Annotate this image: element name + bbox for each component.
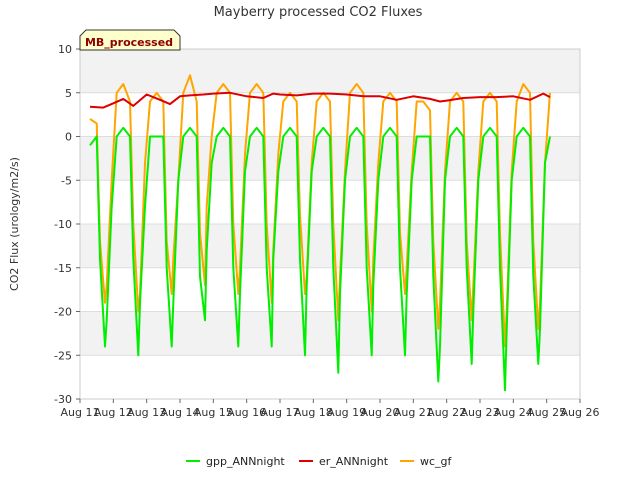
y-axis-ticks: 10 5 0 -5 -10 -15 -20 -25 -30 [54,43,80,406]
x-tick-label: Aug 11 [61,406,100,419]
x-tick-label: Aug 22 [427,406,466,419]
x-tick-label: Aug 13 [127,406,166,419]
grid-band [80,224,580,268]
y-tick-label: -25 [54,349,72,362]
x-tick-label: Aug 19 [327,406,366,419]
series-line-wc_gf [89,74,551,348]
x-tick-label: Aug 25 [527,406,566,419]
y-tick-label: -5 [61,174,72,187]
y-tick-label: -15 [54,262,72,275]
x-tick-label: Aug 15 [194,406,233,419]
series-line-gpp_ANNnight [89,126,551,392]
x-tick-label: Aug 26 [561,406,600,419]
series-line-er_ANNnight [89,91,551,109]
y-tick-label: 5 [65,87,72,100]
x-tick-label: Aug 12 [94,406,133,419]
x-tick-label: Aug 17 [261,406,300,419]
grid-band [80,180,580,224]
chart-title: Mayberry processed CO2 Fluxes [214,5,423,20]
grid-band [80,355,580,399]
badge-label: MB_processed [85,36,173,49]
y-tick-label: -30 [54,393,72,406]
legend-label-gpp_ANNnight: gpp_ANNnight [206,455,285,468]
x-tick-label: Aug 20 [361,406,400,419]
grid-band [80,267,580,312]
y-tick-label: -10 [54,218,72,231]
x-tick-label: Aug 23 [461,406,500,419]
badge: MB_processed [79,29,181,51]
x-tick-label: Aug 21 [394,406,433,419]
y-tick-label: 0 [65,131,72,144]
x-tick-label: Aug 16 [227,406,266,419]
legend-label-wc_gf: wc_gf [420,455,453,468]
legend: gpp_ANNnight er_ANNnight wc_gf [186,455,453,468]
x-tick-label: Aug 18 [294,406,333,419]
legend-label-er_ANNnight: er_ANNnight [319,455,389,468]
x-tick-label: Aug 14 [161,406,200,419]
y-tick-label: 10 [58,43,72,56]
y-axis-label: CO2 Flux (urology/m2/s) [8,157,21,291]
badge-box [79,29,181,51]
series-layer [89,74,551,392]
grid-band [80,49,580,93]
grid-band [80,311,580,356]
x-tick-label: Aug 24 [494,406,533,419]
y-tick-label: -20 [54,306,72,319]
